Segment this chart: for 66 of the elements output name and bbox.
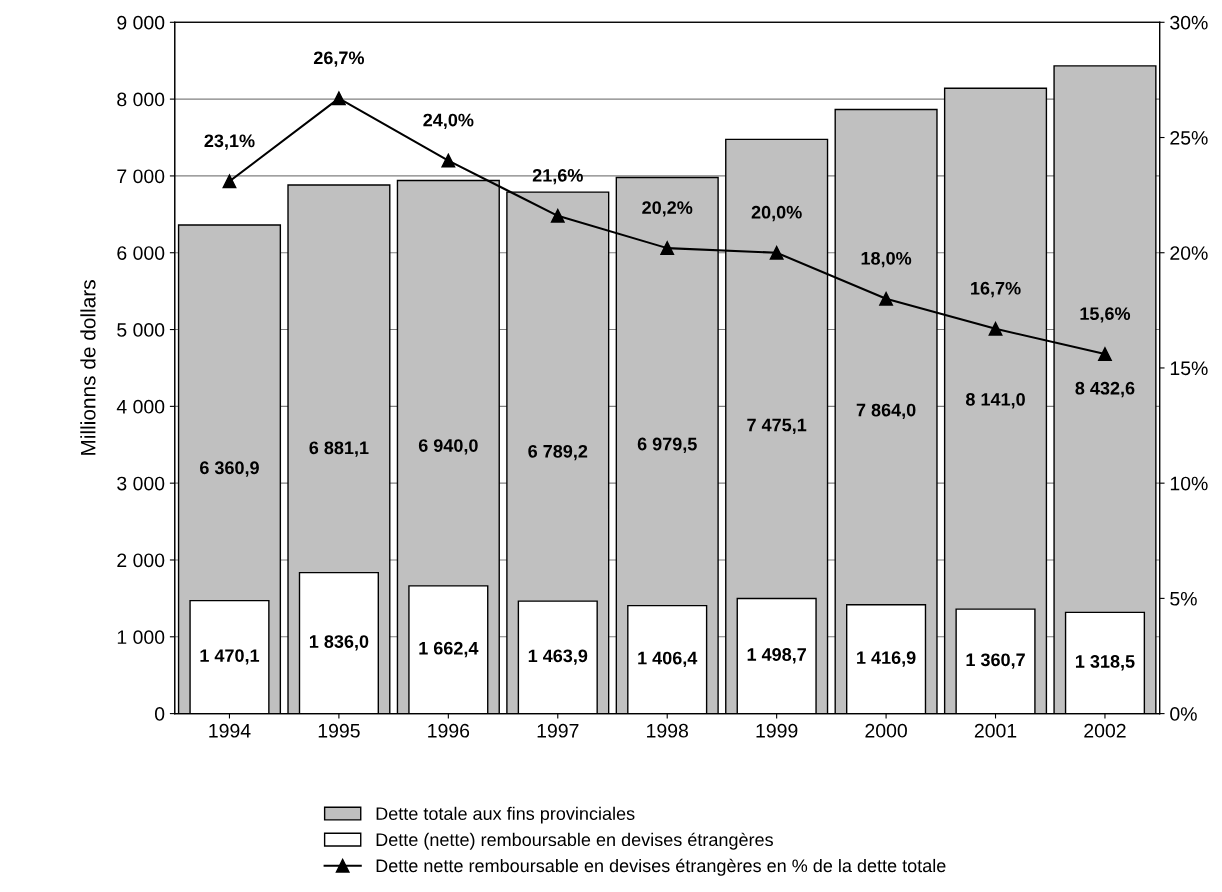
x-tick-label: 1995 [318, 723, 360, 738]
point [441, 153, 456, 168]
data-label: 6 789,2 [528, 444, 588, 461]
data-label: 20,0% [751, 205, 802, 222]
data-label: 8 141,0 [965, 393, 1025, 409]
data-label: 1 416,9 [857, 651, 916, 667]
data-label: 1 360,7 [966, 653, 1025, 669]
y2-tick-label: 15% [1170, 361, 1208, 376]
data-label: 6 360,9 [200, 461, 259, 477]
y-tick-label: 8 000 [117, 92, 165, 107]
data-label: 26,7% [313, 51, 365, 67]
data-label: 1 463,9 [528, 649, 588, 665]
x-tick-label: 2001 [974, 723, 1017, 738]
point [988, 321, 1003, 336]
y-tick-label: 4 000 [116, 399, 165, 414]
y-tick-label: 0 [154, 707, 165, 721]
data-label: 6 881,1 [309, 441, 369, 457]
data-label: 1 406,4 [638, 651, 698, 668]
data-label: 6 940,0 [418, 439, 478, 455]
legend-label: Dette totale aux fins provinciales [376, 806, 635, 824]
x-tick-label: 1994 [209, 723, 251, 738]
y-tick-label: 9 000 [117, 15, 165, 30]
x-tick-label: 1996 [428, 723, 470, 738]
point [769, 245, 784, 260]
y-tick-label: 7 000 [117, 169, 165, 184]
x-tick-label: 1998 [647, 723, 688, 738]
y2-tick-label: 0% [1170, 707, 1197, 721]
y-tick-label: 6 000 [117, 246, 165, 260]
data-label: 1 318,5 [1075, 655, 1135, 671]
y-axis-title: Millionns de dollars [80, 280, 96, 455]
data-label: 1 470,1 [200, 649, 260, 665]
y-tick-label: 2 000 [117, 553, 165, 568]
x-tick-label: 2002 [1084, 723, 1126, 738]
x-tick-label: 1999 [756, 723, 798, 738]
data-label: 20,2% [642, 201, 693, 217]
legend-label: Dette nette remboursable en devises étrangères en % de la dette totale [376, 858, 946, 876]
y-tick-label: 5 000 [117, 323, 165, 337]
data-label: 21,6% [532, 168, 583, 185]
data-label: 23,1% [204, 134, 255, 150]
data-label: 7 475,1 [747, 418, 807, 434]
data-label: 1 662,4 [419, 641, 479, 658]
data-label: 6 979,5 [637, 437, 697, 454]
point [660, 241, 675, 256]
data-label: 1 836,0 [309, 635, 369, 651]
point [331, 91, 346, 106]
data-label: 15,6% [1080, 307, 1131, 323]
point [1098, 347, 1112, 362]
y-tick-label: 1 000 [117, 630, 165, 645]
data-label: 24,0% [423, 113, 474, 130]
x-tick-label: 2000 [865, 723, 907, 738]
data-label: 18,0% [861, 251, 912, 268]
data-label: 1 498,7 [747, 648, 806, 664]
legend-label: Dette (nette) remboursable en devises étrangères [376, 832, 773, 850]
data-label: 7 864,0 [856, 403, 916, 420]
y2-tick-label: 10% [1170, 476, 1208, 491]
point [879, 291, 894, 306]
y2-tick-label: 30% [1170, 15, 1208, 30]
y2-tick-label: 20% [1170, 246, 1208, 260]
x-tick-label: 1997 [537, 723, 579, 738]
point [550, 208, 565, 223]
y2-tick-label: 5% [1170, 591, 1197, 606]
data-label: 8 432,6 [1075, 381, 1135, 398]
y-tick-label: 3 000 [117, 476, 165, 491]
data-label: 16,7% [971, 281, 1021, 298]
y2-tick-label: 25% [1170, 130, 1208, 145]
point [222, 174, 237, 189]
